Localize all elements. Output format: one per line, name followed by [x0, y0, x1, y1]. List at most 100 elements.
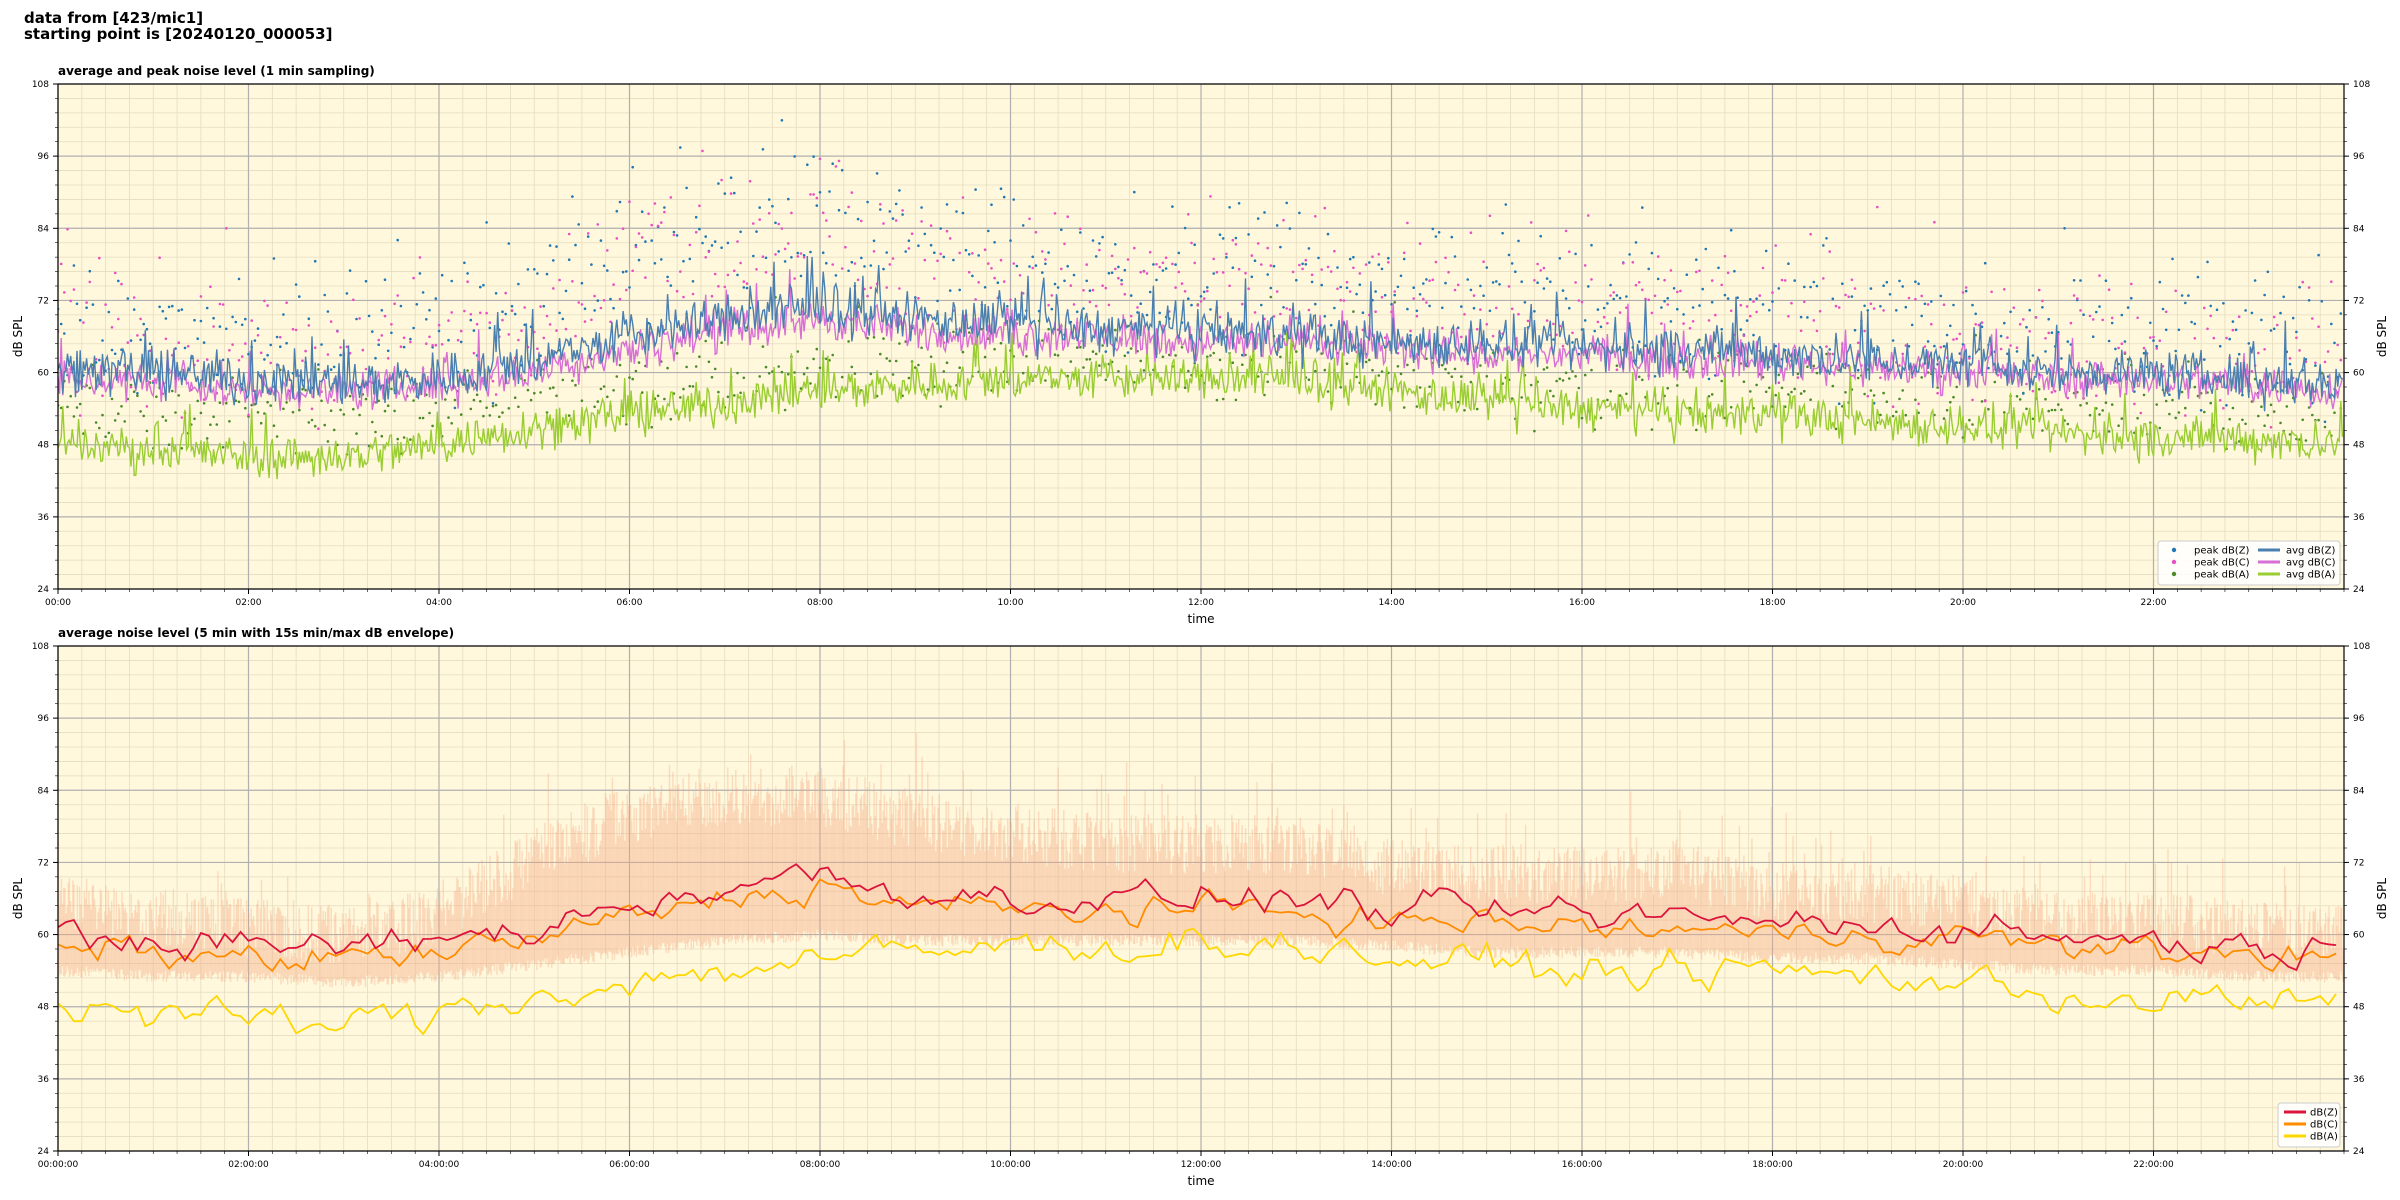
peak-point	[1082, 366, 1085, 369]
peak-point	[917, 363, 920, 367]
peak-point	[726, 273, 730, 277]
peak-point	[1583, 319, 1587, 322]
peak-point	[418, 272, 422, 275]
peak-point	[2110, 321, 2114, 325]
peak-point	[1399, 372, 1403, 376]
peak-point	[1904, 305, 1908, 309]
peak-point	[1491, 334, 1495, 338]
peak-point	[793, 371, 796, 374]
peak-point	[1942, 303, 1946, 307]
peak-point	[837, 208, 841, 212]
peak-point	[831, 162, 834, 165]
peak-point	[386, 349, 390, 353]
peak-point	[2190, 320, 2193, 324]
peak-point	[447, 338, 450, 342]
peak-point	[1720, 379, 1723, 383]
peak-point	[1009, 298, 1012, 302]
legend-entry: dB(C)	[2310, 1120, 2338, 1131]
peak-point	[488, 414, 492, 417]
peak-point	[1825, 352, 1828, 356]
peak-point	[1587, 285, 1590, 288]
peak-point	[437, 329, 441, 333]
peak-point	[1844, 391, 1847, 394]
peak-point	[1031, 266, 1034, 270]
peak-point	[1729, 309, 1733, 313]
peak-point	[2199, 409, 2203, 412]
peak-point	[990, 267, 993, 270]
peak-point	[1018, 274, 1022, 277]
peak-point	[221, 303, 225, 306]
peak-point	[513, 312, 517, 316]
peak-point	[1148, 250, 1152, 254]
peak-point	[2272, 327, 2276, 331]
peak-point	[415, 303, 419, 306]
peak-point	[1241, 353, 1244, 357]
peak-point	[2184, 406, 2187, 410]
peak-point	[701, 241, 704, 245]
peak-point	[1815, 284, 1819, 288]
y-tick-label: 72	[38, 296, 49, 306]
peak-point	[482, 283, 485, 287]
peak-point	[688, 257, 692, 261]
peak-point	[1850, 295, 1854, 298]
peak-point	[2193, 385, 2197, 389]
peak-point	[1768, 308, 1771, 312]
peak-point	[399, 304, 403, 308]
peak-point	[2047, 409, 2050, 413]
peak-point	[2066, 422, 2070, 426]
peak-point	[158, 256, 161, 260]
peak-point	[386, 357, 390, 360]
y-tick-label: 60	[38, 369, 50, 379]
peak-point	[1241, 302, 1244, 306]
peak-point	[1656, 402, 1660, 405]
peak-point	[802, 254, 806, 257]
peak-point	[2028, 330, 2031, 333]
peak-point	[742, 280, 746, 283]
peak-point	[136, 394, 139, 398]
peak-point	[1799, 329, 1803, 333]
peak-point	[593, 294, 596, 298]
peak-point	[1866, 394, 1870, 398]
peak-point	[2304, 358, 2308, 361]
peak-point	[723, 285, 727, 289]
legend-entry: avg dB(Z)	[2286, 546, 2336, 557]
peak-point	[958, 288, 961, 292]
peak-point	[539, 305, 542, 308]
peak-point	[282, 313, 285, 316]
peak-point	[1326, 232, 1330, 236]
peak-point	[767, 198, 771, 201]
peak-point	[196, 337, 199, 341]
peak-point	[2037, 288, 2041, 292]
peak-point	[1368, 358, 1371, 362]
peak-point	[2044, 350, 2047, 353]
peak-point	[2228, 337, 2231, 341]
peak-point	[1577, 299, 1581, 302]
peak-point	[2158, 426, 2162, 430]
peak-point	[59, 322, 63, 326]
peak-point	[377, 338, 381, 342]
peak-point	[2098, 305, 2101, 308]
peak-point	[218, 325, 222, 328]
peak-point	[1266, 246, 1269, 250]
peak-point	[1231, 266, 1235, 270]
peak-point	[215, 423, 219, 426]
peak-point	[1161, 355, 1165, 359]
peak-point	[2206, 260, 2209, 264]
legend-marker	[2171, 571, 2177, 577]
peak-point	[2250, 311, 2254, 315]
peak-point	[1323, 368, 1327, 372]
peak-point	[1615, 368, 1619, 372]
peak-point	[1380, 370, 1384, 373]
peak-point	[1221, 397, 1225, 401]
peak-point	[1876, 205, 1879, 209]
peak-point	[720, 178, 723, 182]
peak-point	[2323, 425, 2327, 429]
peak-point	[1387, 256, 1390, 260]
peak-point	[2244, 422, 2247, 426]
peak-point	[720, 341, 723, 345]
peak-point	[307, 421, 311, 424]
peak-point	[202, 402, 206, 405]
peak-point	[240, 323, 244, 327]
peak-point	[580, 399, 584, 403]
peak-point	[1142, 369, 1146, 372]
